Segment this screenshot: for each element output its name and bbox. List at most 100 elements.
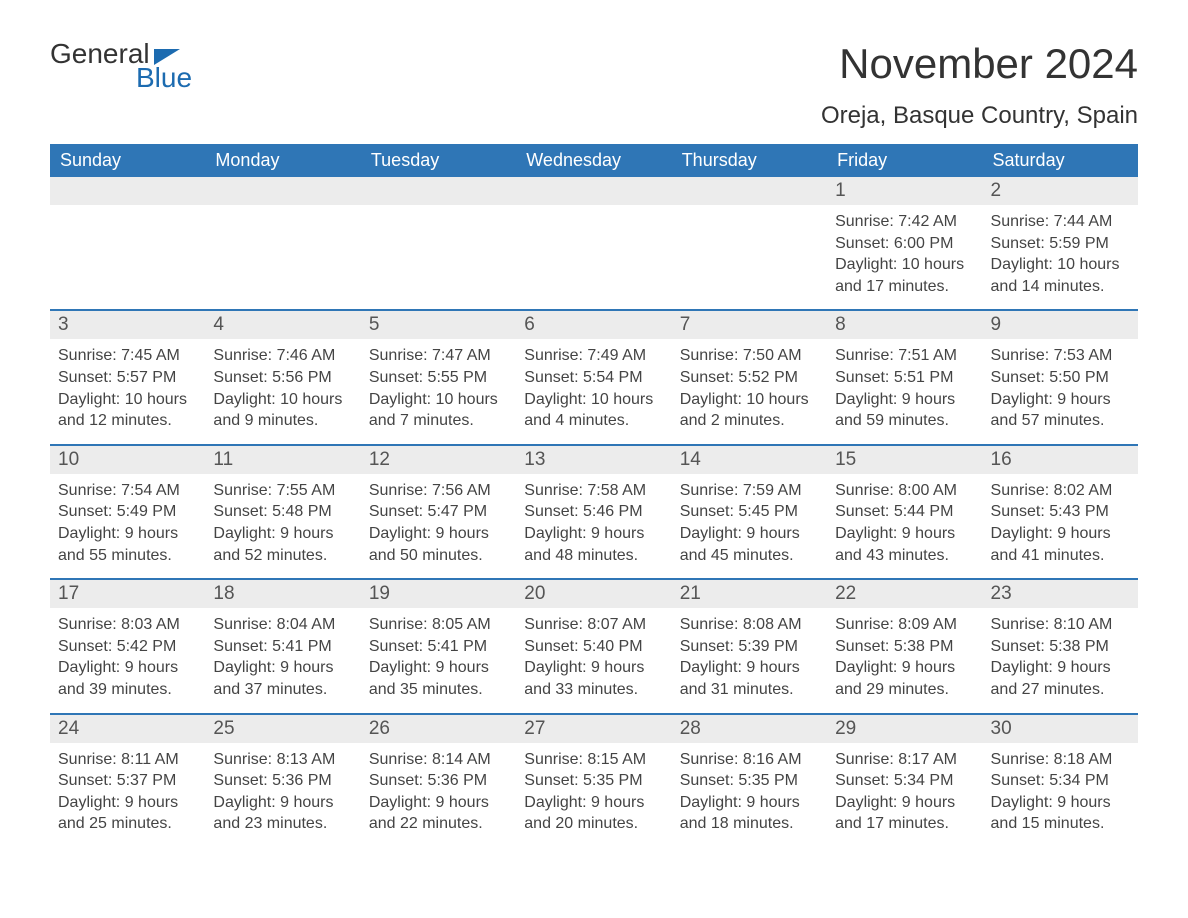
day-details: Sunrise: 8:00 AMSunset: 5:44 PMDaylight:…: [827, 474, 982, 566]
day-number: 22: [827, 580, 982, 608]
day-details: Sunrise: 8:14 AMSunset: 5:36 PMDaylight:…: [361, 743, 516, 835]
sunset-line: Sunset: 5:35 PM: [524, 770, 663, 792]
dow-friday: Friday: [827, 144, 982, 177]
day-details: Sunrise: 8:11 AMSunset: 5:37 PMDaylight:…: [50, 743, 205, 835]
day-details: Sunrise: 7:51 AMSunset: 5:51 PMDaylight:…: [827, 339, 982, 431]
daylight-line: Daylight: 9 hours and 57 minutes.: [991, 389, 1130, 432]
day-number: 8: [827, 311, 982, 339]
daylight-line: Daylight: 10 hours and 7 minutes.: [369, 389, 508, 432]
dow-thursday: Thursday: [672, 144, 827, 177]
sunrise-line: Sunrise: 8:07 AM: [524, 614, 663, 636]
daylight-line: Daylight: 10 hours and 2 minutes.: [680, 389, 819, 432]
sunset-line: Sunset: 5:41 PM: [213, 636, 352, 658]
day-cell: 18Sunrise: 8:04 AMSunset: 5:41 PMDayligh…: [205, 580, 360, 712]
calendar: SundayMondayTuesdayWednesdayThursdayFrid…: [50, 144, 1138, 847]
day-cell: 19Sunrise: 8:05 AMSunset: 5:41 PMDayligh…: [361, 580, 516, 712]
day-number: [516, 177, 671, 205]
day-number: 25: [205, 715, 360, 743]
daylight-line: Daylight: 9 hours and 59 minutes.: [835, 389, 974, 432]
sunset-line: Sunset: 5:57 PM: [58, 367, 197, 389]
sunrise-line: Sunrise: 8:13 AM: [213, 749, 352, 771]
sunset-line: Sunset: 5:39 PM: [680, 636, 819, 658]
sunset-line: Sunset: 5:55 PM: [369, 367, 508, 389]
day-cell: 2Sunrise: 7:44 AMSunset: 5:59 PMDaylight…: [983, 177, 1138, 309]
daylight-line: Daylight: 9 hours and 23 minutes.: [213, 792, 352, 835]
daylight-line: Daylight: 9 hours and 48 minutes.: [524, 523, 663, 566]
day-cell: 30Sunrise: 8:18 AMSunset: 5:34 PMDayligh…: [983, 715, 1138, 847]
sunrise-line: Sunrise: 7:51 AM: [835, 345, 974, 367]
day-cell: 4Sunrise: 7:46 AMSunset: 5:56 PMDaylight…: [205, 311, 360, 443]
day-details: Sunrise: 8:13 AMSunset: 5:36 PMDaylight:…: [205, 743, 360, 835]
sunset-line: Sunset: 5:59 PM: [991, 233, 1130, 255]
sunrise-line: Sunrise: 7:53 AM: [991, 345, 1130, 367]
sunset-line: Sunset: 5:38 PM: [835, 636, 974, 658]
dow-sunday: Sunday: [50, 144, 205, 177]
sunrise-line: Sunrise: 7:58 AM: [524, 480, 663, 502]
sunset-line: Sunset: 5:35 PM: [680, 770, 819, 792]
logo-triangle-icon: [154, 49, 180, 65]
sunrise-line: Sunrise: 7:59 AM: [680, 480, 819, 502]
week-row: 17Sunrise: 8:03 AMSunset: 5:42 PMDayligh…: [50, 578, 1138, 712]
daylight-line: Daylight: 9 hours and 52 minutes.: [213, 523, 352, 566]
dow-saturday: Saturday: [983, 144, 1138, 177]
sunset-line: Sunset: 5:37 PM: [58, 770, 197, 792]
day-number: 15: [827, 446, 982, 474]
day-number: [672, 177, 827, 205]
week-row: 3 Sunrise: 7:45 AMSunset: 5:57 PM Daylight…: [50, 309, 1138, 443]
day-details: Sunrise: 8:08 AMSunset: 5:39 PMDaylight:…: [672, 608, 827, 700]
sunrise-line: Sunrise: 7:55 AM: [213, 480, 352, 502]
daylight-line: Daylight: 10 hours and 14 minutes.: [991, 254, 1130, 297]
day-details: Sunrise: 8:03 AMSunset: 5:42 PMDaylight:…: [50, 608, 205, 700]
daylight-line: Daylight: 9 hours and 45 minutes.: [680, 523, 819, 566]
sunset-line: Sunset: 5:47 PM: [369, 501, 508, 523]
sunset-line: Sunset: 5:41 PM: [369, 636, 508, 658]
sunset-line: Sunset: 5:34 PM: [835, 770, 974, 792]
day-number: 21: [672, 580, 827, 608]
sunrise-line: Sunrise: 8:14 AM: [369, 749, 508, 771]
daylight-line: Daylight: 9 hours and 37 minutes.: [213, 657, 352, 700]
sunrise-line: Sunrise: 8:17 AM: [835, 749, 974, 771]
calendar-body: 1Sunrise: 7:42 AMSunset: 6:00 PMDaylight…: [50, 177, 1138, 847]
sunrise-line: Sunrise: 8:00 AM: [835, 480, 974, 502]
day-cell: 8Sunrise: 7:51 AMSunset: 5:51 PMDaylight…: [827, 311, 982, 443]
day-number: 20: [516, 580, 671, 608]
daylight-line: Daylight: 9 hours and 41 minutes.: [991, 523, 1130, 566]
daylight-line: Daylight: 9 hours and 35 minutes.: [369, 657, 508, 700]
day-number: 7: [672, 311, 827, 339]
day-number: 16: [983, 446, 1138, 474]
day-details: Sunrise: 8:18 AMSunset: 5:34 PMDaylight:…: [983, 743, 1138, 835]
day-number: [361, 177, 516, 205]
day-cell: 10Sunrise: 7:54 AMSunset: 5:49 PMDayligh…: [50, 446, 205, 578]
day-number: 6: [516, 311, 671, 339]
sunrise-line: Sunrise: 8:09 AM: [835, 614, 974, 636]
sunrise-line: Sunrise: 8:18 AM: [991, 749, 1130, 771]
sunset-line: Sunset: 5:44 PM: [835, 501, 974, 523]
sunrise-line: Sunrise: 8:10 AM: [991, 614, 1130, 636]
daylight-line: Daylight: 10 hours and 4 minutes.: [524, 389, 663, 432]
sunrise-line: Sunrise: 8:11 AM: [58, 749, 197, 771]
month-title: November 2024: [821, 40, 1138, 88]
dow-wednesday: Wednesday: [516, 144, 671, 177]
day-details: Sunrise: 7:49 AMSunset: 5:54 PMDaylight:…: [516, 339, 671, 431]
day-number: 27: [516, 715, 671, 743]
daylight-line: Daylight: 9 hours and 20 minutes.: [524, 792, 663, 835]
day-details: Sunrise: 8:16 AMSunset: 5:35 PMDaylight:…: [672, 743, 827, 835]
sunrise-line: Sunrise: 7:42 AM: [835, 211, 974, 233]
day-cell: 11Sunrise: 7:55 AMSunset: 5:48 PMDayligh…: [205, 446, 360, 578]
day-cell: 15Sunrise: 8:00 AMSunset: 5:44 PMDayligh…: [827, 446, 982, 578]
location-subtitle: Oreja, Basque Country, Spain: [821, 102, 1138, 130]
day-cell: 6Sunrise: 7:49 AMSunset: 5:54 PMDaylight…: [516, 311, 671, 443]
sunset-line: Sunset: 5:49 PM: [58, 501, 197, 523]
day-details: Sunrise: 7:59 AMSunset: 5:45 PMDaylight:…: [672, 474, 827, 566]
day-cell: 16Sunrise: 8:02 AMSunset: 5:43 PMDayligh…: [983, 446, 1138, 578]
sunset-line: Sunset: 5:51 PM: [835, 367, 974, 389]
sunrise-line: Sunrise: 7:45 AM: [58, 345, 197, 367]
day-number: 3: [50, 311, 205, 339]
sunrise-line: Sunrise: 7:54 AM: [58, 480, 197, 502]
sunrise-line: Sunrise: 7:56 AM: [369, 480, 508, 502]
day-details: Sunrise: 7:53 AMSunset: 5:50 PMDaylight:…: [983, 339, 1138, 431]
dow-tuesday: Tuesday: [361, 144, 516, 177]
day-details: Sunrise: 7:58 AMSunset: 5:46 PMDaylight:…: [516, 474, 671, 566]
day-number: 10: [50, 446, 205, 474]
day-cell: 25Sunrise: 8:13 AMSunset: 5:36 PMDayligh…: [205, 715, 360, 847]
